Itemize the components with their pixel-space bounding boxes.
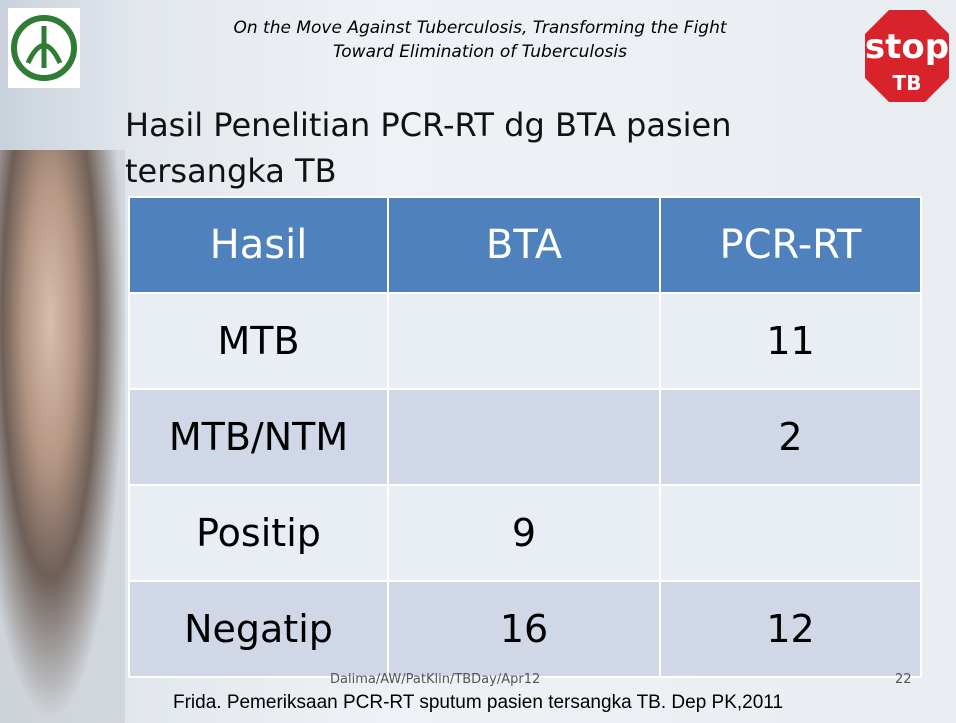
table-row: MTB 11 [129, 293, 921, 389]
background-photo [0, 150, 125, 723]
tagline: On the Move Against Tuberculosis, Transf… [180, 18, 780, 38]
table-cell: 9 [388, 485, 660, 581]
column-header: Hasil [129, 197, 388, 293]
university-logo [8, 8, 80, 88]
table-cell [660, 485, 921, 581]
column-header: BTA [388, 197, 660, 293]
slide-title: Hasil Penelitian PCR-RT dg BTA pasien te… [125, 102, 845, 194]
table-cell: Positip [129, 485, 388, 581]
table-row: MTB/NTM 2 [129, 389, 921, 485]
table-cell: MTB [129, 293, 388, 389]
table-cell [388, 389, 660, 485]
slide: stop TB On the Move Against Tuberculosis… [0, 0, 956, 723]
column-header: PCR-RT [660, 197, 921, 293]
table-cell: 2 [660, 389, 921, 485]
table-cell: 11 [660, 293, 921, 389]
tagline: Toward Elimination of Tuberculosis [180, 42, 780, 62]
slide-credit: Dalima/AW/PatKlin/TBDay/Apr12 [330, 672, 540, 687]
page: stop TB On the Move Against Tuberculosis… [0, 0, 956, 723]
table-cell: Negatip [129, 581, 388, 677]
logo-tb: TB [893, 71, 922, 95]
table-cell: 12 [660, 581, 921, 677]
table-cell: 16 [388, 581, 660, 677]
table-cell [388, 293, 660, 389]
logo-word: stop [865, 27, 949, 67]
source-note: Frida. Pemeriksaan PCR-RT sputum pasien … [0, 692, 956, 714]
page-number: 22 [895, 672, 912, 687]
stop-tb-logo: stop TB [865, 10, 949, 102]
table-cell: MTB/NTM [129, 389, 388, 485]
